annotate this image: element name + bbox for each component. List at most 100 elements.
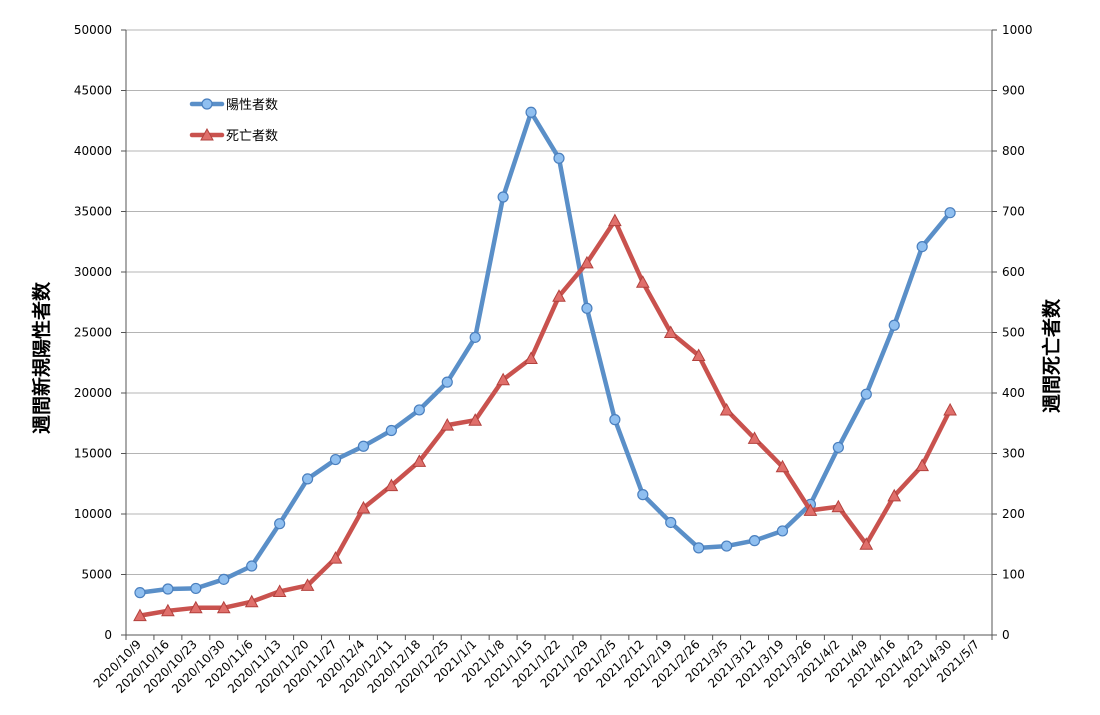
left-tick-label: 5000 <box>81 568 112 582</box>
legend-item-1: 陽性者数 <box>189 98 278 113</box>
series-1-point <box>469 331 481 343</box>
right-tick-label: 200 <box>1002 507 1025 521</box>
series-2-point <box>216 600 231 614</box>
series-2-point <box>496 372 510 386</box>
series-1-point <box>693 542 705 554</box>
right-tick-label: 800 <box>1002 144 1025 158</box>
left-tick-label: 10000 <box>74 507 112 521</box>
right-tick-label: 700 <box>1002 205 1025 219</box>
right-tick-label: 500 <box>1002 326 1025 340</box>
series-2 <box>133 213 957 622</box>
series-2-point <box>440 418 455 431</box>
series-2-point <box>691 348 706 361</box>
series-1-point <box>748 535 761 547</box>
series-2-point <box>887 488 902 502</box>
series-1-point <box>301 473 314 485</box>
series-2-point <box>552 289 566 302</box>
right-tick-label: 400 <box>1002 386 1025 400</box>
legend-label: 陽性者数 <box>226 98 278 113</box>
series-2-point <box>133 608 147 622</box>
left-tick-label: 0 <box>104 628 112 642</box>
left-tick-label: 25000 <box>74 326 112 340</box>
series-2-point <box>300 578 315 591</box>
left-tick-label: 20000 <box>74 386 112 400</box>
series-2-line <box>137 218 953 618</box>
left-tick-label: 35000 <box>74 205 112 219</box>
right-tick-label: 1000 <box>1002 23 1033 37</box>
series-1-point <box>413 404 425 416</box>
series-1-point <box>357 440 370 452</box>
series-2-point <box>188 600 203 614</box>
legend-marker <box>201 98 213 110</box>
left-tick-label: 50000 <box>74 23 112 37</box>
series-1-point <box>329 453 342 466</box>
series-2-point <box>859 537 874 550</box>
series-1-point <box>637 489 649 501</box>
series-1-point <box>441 376 453 388</box>
right-axis-title: 週間死亡者数 <box>1040 298 1063 413</box>
series-2-point <box>244 594 259 608</box>
series-1-point <box>916 240 928 253</box>
series-2-point <box>915 458 930 472</box>
series-1-point <box>888 319 900 331</box>
series-2-point <box>831 499 846 513</box>
series-1-point <box>944 207 956 219</box>
series-2-point <box>412 454 427 467</box>
legend-item-2: 死亡者数 <box>189 127 278 144</box>
series-1-point <box>385 424 397 437</box>
series-1-point <box>190 582 202 595</box>
series-2-point <box>943 402 957 416</box>
series-1-point <box>776 525 789 537</box>
series-1-point <box>609 414 621 426</box>
series-1-point <box>246 560 258 572</box>
legend-marker <box>200 127 214 141</box>
series-2-point <box>803 503 818 516</box>
right-tick-label: 600 <box>1002 265 1025 279</box>
left-tick-label: 15000 <box>74 447 112 461</box>
series-1-point <box>581 302 593 314</box>
series-1-line <box>137 110 953 595</box>
right-tick-label: 0 <box>1002 628 1010 642</box>
series-1 <box>134 106 956 599</box>
series-1-point <box>665 516 677 529</box>
series-group <box>133 106 957 622</box>
series-2-point <box>384 478 399 492</box>
series-2-point <box>272 584 287 597</box>
series-1-point <box>832 441 844 454</box>
series-1-point <box>134 587 146 599</box>
left-axis-title: 週間新規陽性者数 <box>30 281 53 434</box>
series-2-point <box>161 603 175 617</box>
series-2-point <box>580 255 594 269</box>
left-tick-label: 40000 <box>74 144 112 158</box>
left-tick-label: 45000 <box>74 84 112 98</box>
series-2-point <box>719 402 734 416</box>
series-1-point <box>218 573 230 585</box>
series-1-point <box>162 583 174 595</box>
series-1-point <box>860 388 872 400</box>
right-tick-label: 300 <box>1002 447 1025 461</box>
series-1-point <box>525 106 537 118</box>
x-axis-ticks: 2020/10/92020/10/162020/10/232020/10/302… <box>91 635 993 696</box>
series-2-point <box>608 213 622 227</box>
series-2-point <box>775 459 790 473</box>
series-2-point <box>663 325 678 338</box>
series-2-point <box>328 551 343 564</box>
series-1-point <box>274 518 286 530</box>
left-tick-label: 30000 <box>74 265 112 279</box>
right-tick-label: 900 <box>1002 84 1025 98</box>
series-1-point <box>497 191 509 203</box>
series-2-point <box>468 413 483 426</box>
legend-label: 死亡者数 <box>226 129 278 144</box>
right-axis-ticks: 0 100 200 300 400 500 600 700 800 900 1000 <box>992 23 1033 642</box>
series-2-point <box>356 500 371 514</box>
series-2-point <box>524 351 538 365</box>
right-tick-label: 100 <box>1002 568 1025 582</box>
series-1-point <box>721 540 733 552</box>
series-1-point <box>553 152 565 164</box>
series-2-point <box>747 431 762 444</box>
grid-lines <box>126 29 992 575</box>
series-2-point <box>635 275 650 288</box>
left-axis-ticks: 0 5000 10000 15000 20000 25000 30000 35000 40000… <box>74 23 126 642</box>
